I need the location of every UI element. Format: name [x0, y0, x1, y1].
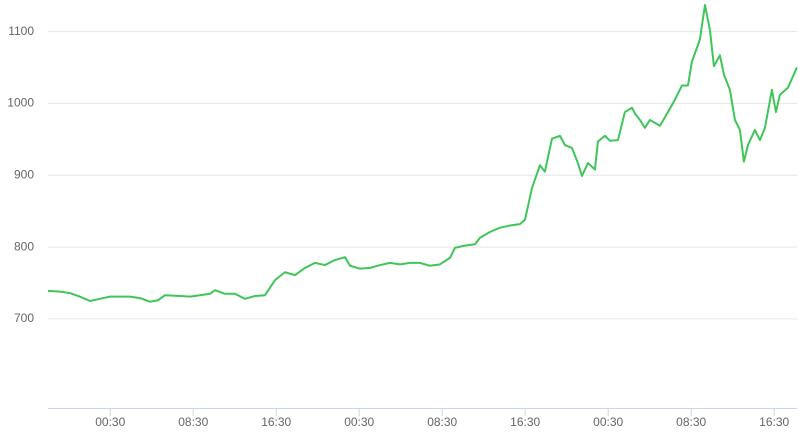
x-tick-label: 08:30 — [676, 415, 706, 429]
x-tick-label: 08:30 — [178, 415, 208, 429]
y-tick-label: 800 — [14, 239, 34, 253]
x-tick-label: 00:30 — [593, 415, 623, 429]
line — [47, 4, 798, 303]
x-tick-label: 00:30 — [95, 415, 125, 429]
x-tick-label: 16:30 — [510, 415, 540, 429]
x-tick-label: 16:30 — [261, 415, 291, 429]
x-tick-label: 16:30 — [759, 415, 789, 429]
x-tick-label: 00:30 — [344, 415, 374, 429]
y-tick-label: 1100 — [8, 24, 34, 38]
y-tick-label: 900 — [14, 167, 34, 181]
x-tick-label: 08:30 — [427, 415, 457, 429]
y-tick-label: 700 — [14, 311, 34, 325]
y-tick-label: 1000 — [7, 96, 34, 110]
